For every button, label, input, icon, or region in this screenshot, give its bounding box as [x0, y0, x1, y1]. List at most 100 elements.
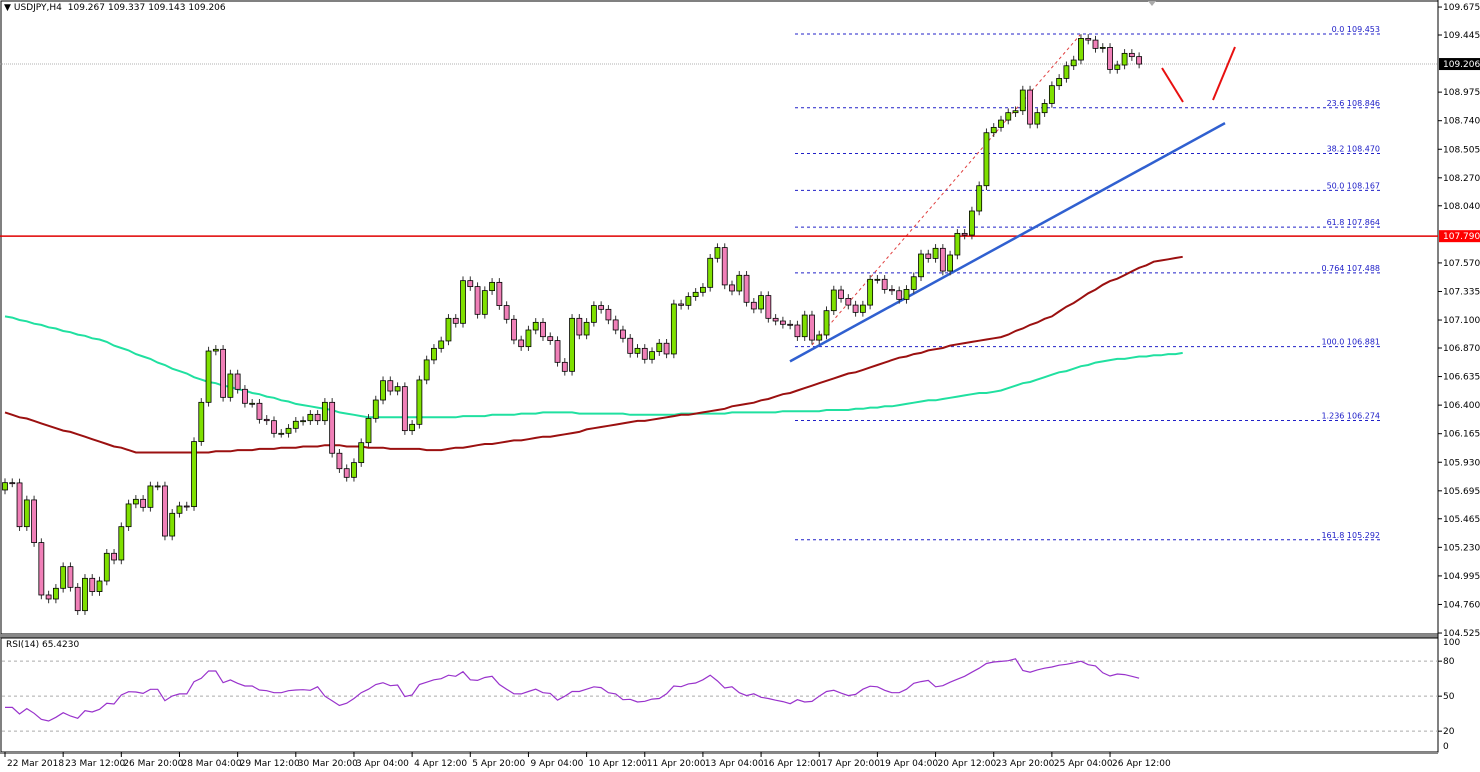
chart-shift-marker-icon: [1148, 1, 1156, 6]
bull-candle: [1056, 77, 1063, 87]
price-tick-label: 105.465: [1443, 515, 1480, 525]
bull-candle: [525, 329, 532, 348]
bear-candle: [89, 577, 96, 592]
fib-level-label: 23.6 108.846: [1327, 99, 1380, 108]
bear-candle: [234, 373, 241, 390]
bull-candle: [1019, 89, 1026, 112]
candles: [2, 34, 1143, 615]
bear-candle: [663, 342, 670, 355]
bull-candle: [307, 413, 314, 422]
current-price-tag-label: 109.206: [1443, 60, 1480, 70]
price-tick-label: 108.505: [1443, 145, 1480, 155]
bull-candle: [700, 286, 706, 293]
bull-candle: [445, 317, 452, 342]
main-pane-frame: [0, 0, 1439, 635]
bull-candle: [154, 485, 161, 488]
projection-up-stroke: [1212, 46, 1236, 101]
bull-candle: [649, 351, 655, 360]
bear-candle: [74, 586, 81, 612]
bear-candle: [16, 482, 23, 528]
collapse-triangle-icon[interactable]: ▼: [4, 3, 11, 13]
bull-candle: [801, 314, 808, 338]
bull-candle: [300, 420, 306, 423]
bear-candle: [743, 274, 750, 303]
rsi-value: 65.4230: [41, 640, 80, 650]
bull-candle: [1121, 52, 1128, 66]
bull-candle: [976, 185, 983, 212]
bull-candle: [423, 359, 430, 381]
bull-candle: [358, 442, 365, 464]
time-tick-label: 13 Apr 04:00: [705, 759, 764, 769]
bull-candle: [736, 274, 743, 292]
bull-candle: [1114, 64, 1121, 70]
bear-candle: [925, 253, 932, 259]
bear-candle: [554, 340, 561, 363]
fib-level-label: 0.764 107.488: [1321, 264, 1380, 273]
bull-candle: [590, 305, 597, 323]
bull-candle: [394, 386, 401, 392]
bear-candle: [1128, 52, 1135, 58]
bear-candle: [576, 317, 583, 336]
bull-candle: [212, 348, 219, 352]
rsi-scale-label: 0: [1443, 742, 1449, 752]
resistance-price-tag-label: 107.790: [1443, 232, 1480, 242]
bull-candle: [910, 276, 917, 290]
bear-candle: [939, 247, 946, 272]
bull-candle: [205, 350, 212, 403]
bear-candle: [38, 542, 45, 596]
bull-candle: [859, 304, 866, 313]
bear-candle: [896, 290, 903, 300]
time-tick-label: 29 Mar 12:00: [240, 759, 300, 769]
fib-level-label: 161.8 105.292: [1321, 531, 1380, 540]
bull-candle: [969, 210, 975, 236]
time-tick-label: 26 Mar 20:00: [123, 759, 183, 769]
bull-candle: [816, 334, 823, 341]
ohlc-open: 109.267: [67, 3, 105, 13]
price-tick-label: 108.270: [1443, 174, 1480, 184]
bear-candle: [162, 485, 168, 537]
bull-candle: [321, 401, 328, 422]
bear-candle: [721, 247, 728, 286]
bull-candle: [227, 373, 234, 398]
bull-candle: [903, 289, 910, 300]
bear-candle: [1085, 38, 1092, 41]
bear-candle: [496, 281, 503, 306]
trendline: [789, 122, 1226, 363]
bear-candle: [220, 348, 227, 398]
price-tick-label: 105.230: [1443, 543, 1480, 553]
bear-candle: [547, 336, 554, 341]
moving-average-slow-line: [4, 315, 1183, 419]
moving-average-fast-line: [4, 255, 1183, 454]
bull-candle: [103, 552, 110, 582]
bull-candle: [278, 432, 285, 435]
bull-candle: [409, 423, 416, 432]
bull-candle: [823, 310, 830, 336]
bull-candle: [583, 321, 590, 336]
rsi-header: RSI(14) 65.4230: [6, 640, 79, 650]
bull-candle: [351, 462, 357, 478]
bear-candle: [518, 339, 525, 348]
bear-candle: [314, 413, 321, 422]
bear-candle: [641, 347, 648, 360]
bull-candle: [23, 499, 30, 528]
bull-candle: [191, 441, 197, 508]
rsi-scale-label: 20: [1443, 727, 1455, 737]
price-tick-label: 104.760: [1443, 600, 1480, 610]
bull-candle: [1034, 112, 1041, 125]
bear-candle: [852, 304, 859, 313]
bull-candle: [918, 253, 924, 278]
rsi-label: RSI(14): [6, 640, 40, 650]
symbol-timeframe: USDJPY,H4: [13, 3, 62, 13]
bull-candle: [867, 278, 874, 306]
bull-candle: [365, 417, 372, 444]
bull-candle: [670, 303, 677, 355]
bull-candle: [532, 321, 539, 331]
bear-candle: [838, 289, 844, 299]
bear-candle: [67, 566, 74, 588]
bull-candle: [685, 296, 692, 306]
bear-candle: [961, 232, 968, 236]
bear-candle: [620, 329, 626, 339]
price-tick-label: 107.570: [1443, 259, 1480, 269]
price-tick-label: 106.635: [1443, 373, 1480, 383]
